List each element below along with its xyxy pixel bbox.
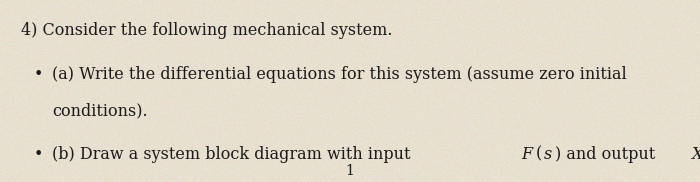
Text: F: F bbox=[522, 146, 533, 163]
Text: (: ( bbox=[536, 146, 542, 163]
Text: •: • bbox=[34, 146, 43, 163]
Text: (a) Write the differential equations for this system (assume zero initial: (a) Write the differential equations for… bbox=[52, 66, 627, 82]
Text: s: s bbox=[544, 146, 552, 163]
Text: X: X bbox=[691, 146, 700, 163]
Text: 4) Consider the following mechanical system.: 4) Consider the following mechanical sys… bbox=[21, 22, 393, 39]
Text: •: • bbox=[34, 66, 43, 82]
Text: 1: 1 bbox=[346, 164, 354, 178]
Text: (b) Draw a system block diagram with input: (b) Draw a system block diagram with inp… bbox=[52, 146, 416, 163]
Text: ) and output: ) and output bbox=[555, 146, 660, 163]
Text: conditions).: conditions). bbox=[52, 102, 148, 119]
